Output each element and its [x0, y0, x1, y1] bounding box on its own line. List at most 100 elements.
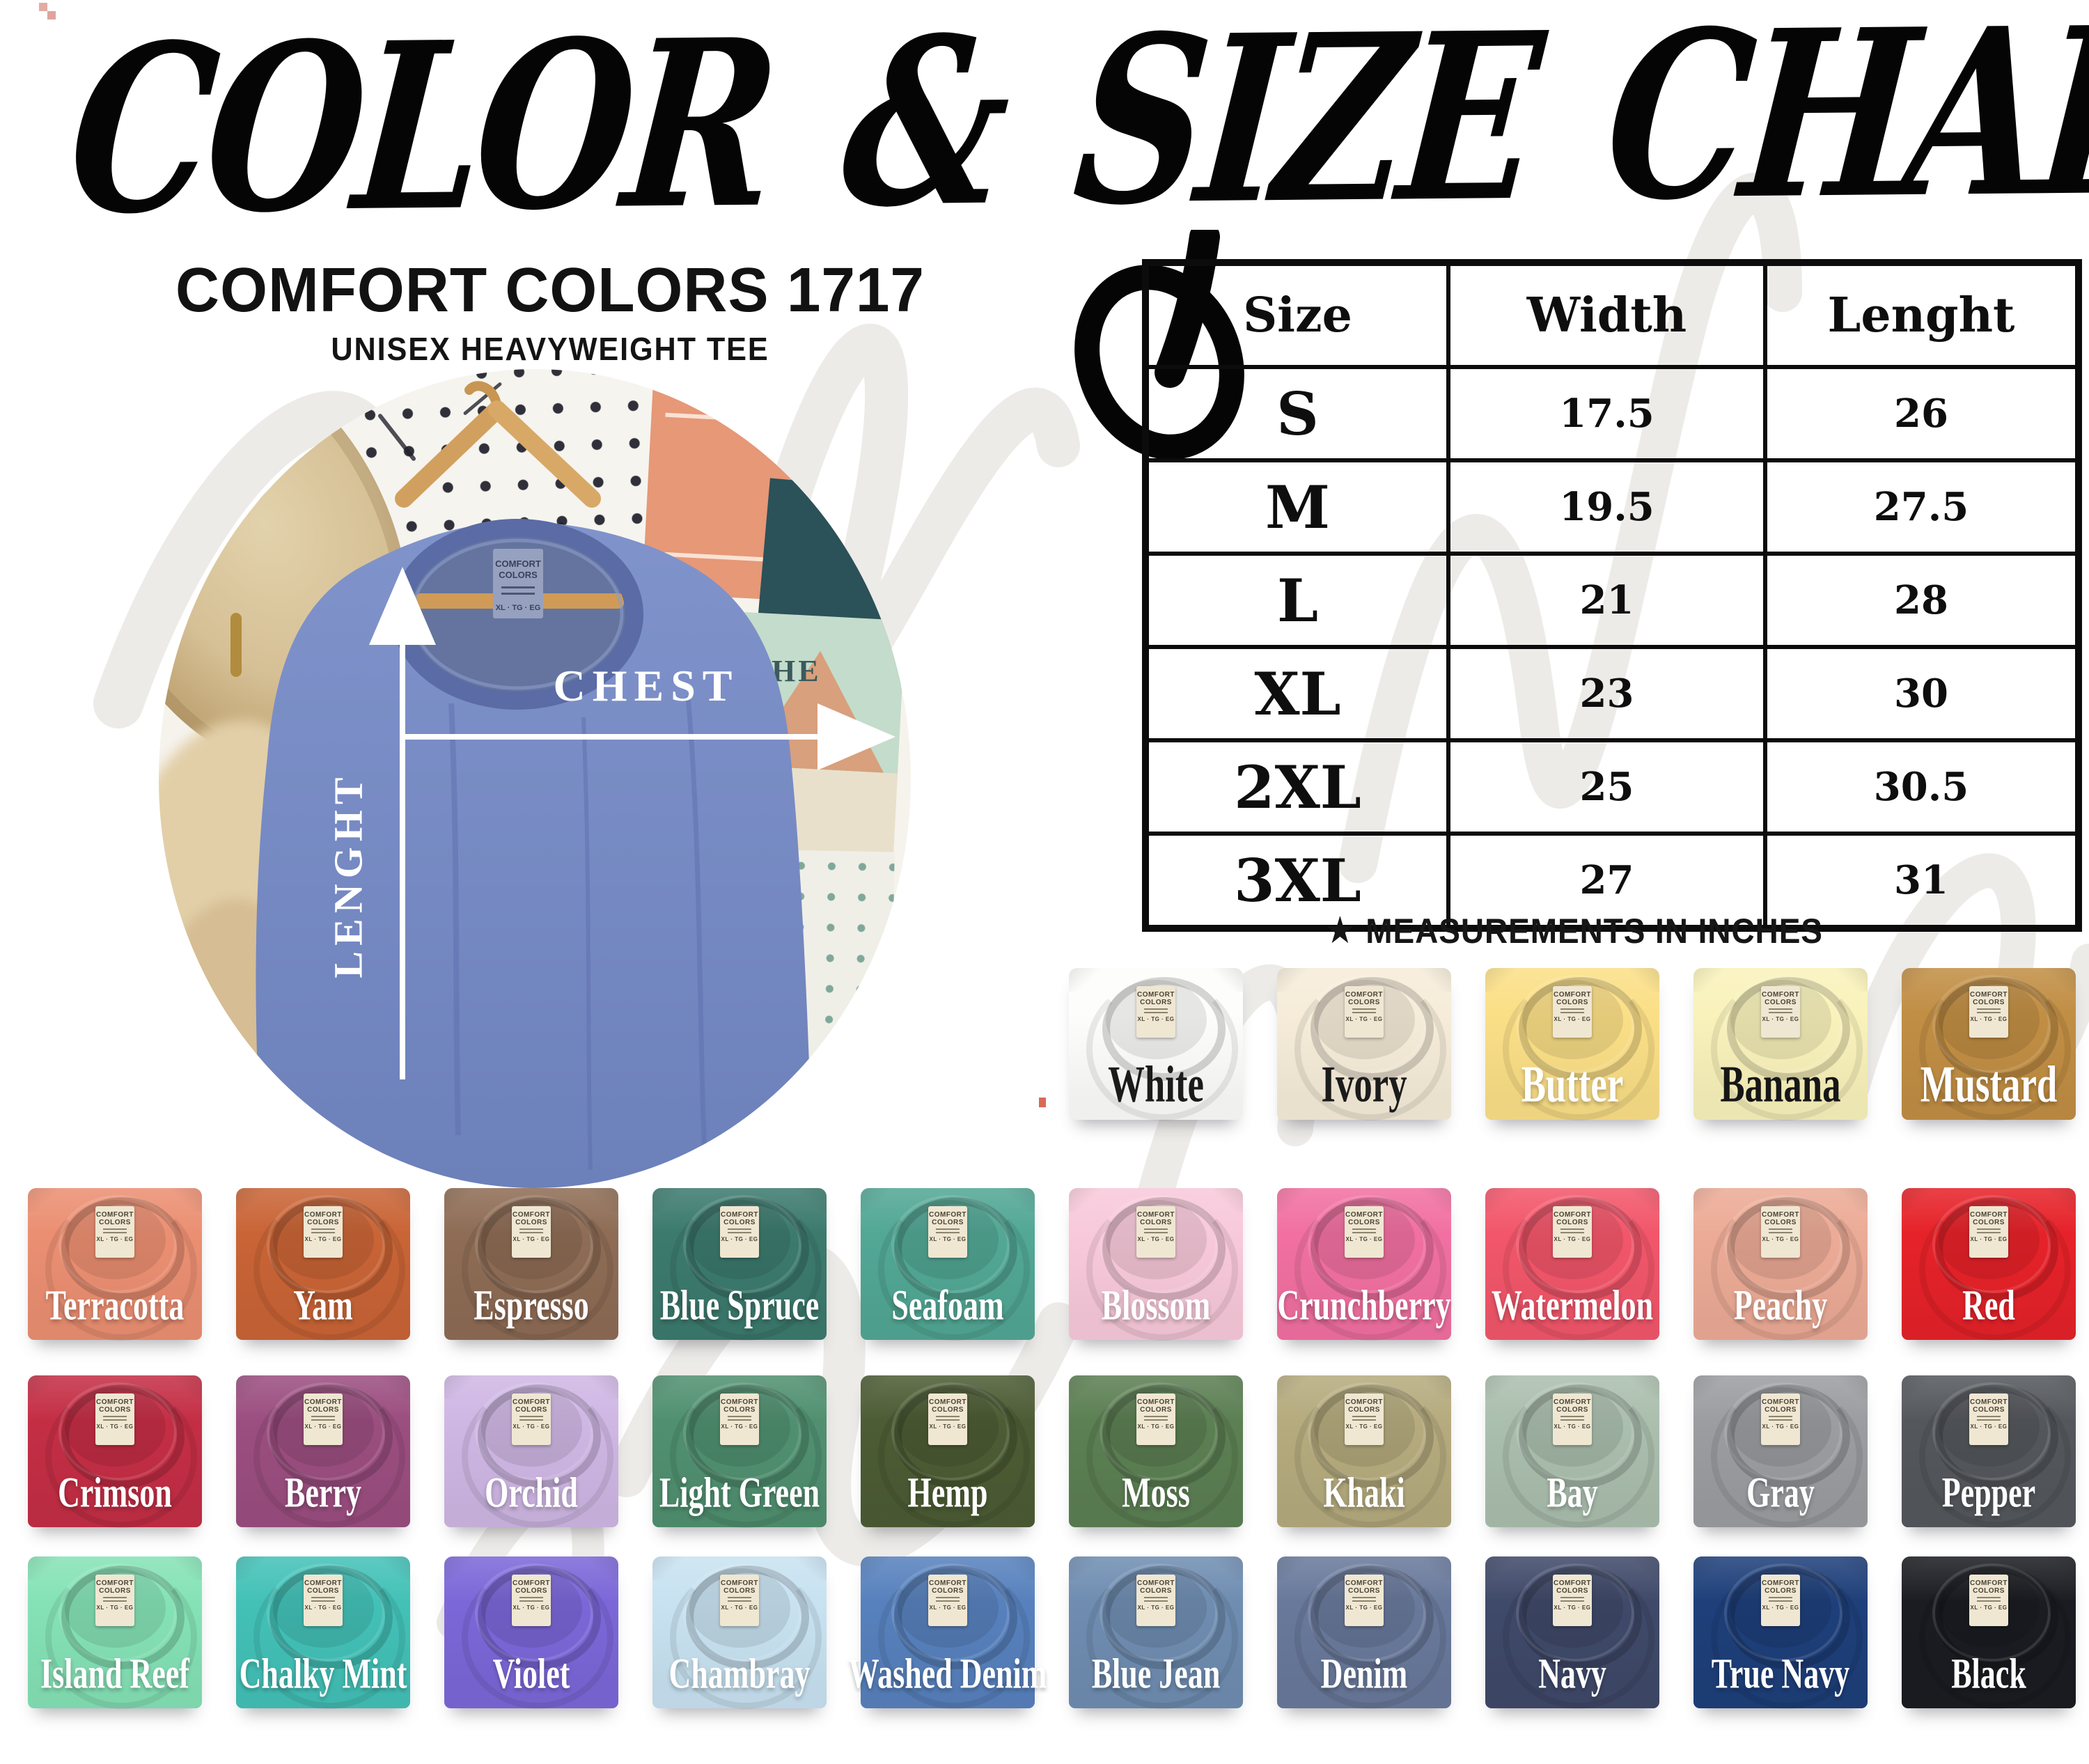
color-swatch: COMFORT COLORS XL · TG · EG Denim [1277, 1556, 1451, 1709]
color-name: Hemp [907, 1468, 988, 1517]
shirt-tag: COMFORT COLORS XL · TG · EG [1969, 986, 2008, 1038]
color-swatch: COMFORT COLORS XL · TG · EG Orchid [444, 1375, 618, 1528]
color-name: Seafoam [891, 1281, 1004, 1329]
shirt-tag: COMFORT COLORS XL · TG · EG [1345, 1575, 1384, 1627]
color-name: Denim [1320, 1649, 1408, 1698]
shirt-tag: COMFORT COLORS XL · TG · EG [1761, 1575, 1800, 1627]
size-cell: S [1143, 365, 1450, 462]
svg-text:XL · TG · EG: XL · TG · EG [496, 604, 541, 612]
shirt-tag: COMFORT COLORS XL · TG · EG [1553, 1575, 1592, 1627]
color-name: Blue Spruce [659, 1281, 820, 1329]
length-cell: 30.5 [1763, 738, 2081, 836]
size-table-row: XL 23 30 [1143, 645, 2081, 742]
color-swatch: COMFORT COLORS XL · TG · EG Violet [444, 1556, 618, 1709]
shirt-tag: COMFORT COLORS XL · TG · EG [1553, 986, 1592, 1038]
color-name: Orchid [485, 1468, 578, 1517]
color-name: Watermelon [1491, 1281, 1654, 1329]
shirt-tag: COMFORT COLORS XL · TG · EG [1761, 986, 1800, 1038]
color-swatch: COMFORT COLORS XL · TG · EG Blue Jean [1069, 1556, 1243, 1709]
shirt-tag: COMFORT COLORS XL · TG · EG [1969, 1206, 2008, 1258]
shirt-tag: COMFORT COLORS XL · TG · EG [1761, 1206, 1800, 1258]
color-swatch: COMFORT COLORS XL · TG · EG Watermelon [1485, 1188, 1659, 1341]
shirt-tag: COMFORT COLORS XL · TG · EG [1345, 986, 1384, 1038]
shirt-tag: COMFORT COLORS XL · TG · EG [928, 1206, 967, 1258]
size-table-header-row: Size Width Lenght [1143, 260, 2081, 369]
shirt-tag: COMFORT COLORS XL · TG · EG [512, 1575, 551, 1627]
shirt-tag: COMFORT COLORS XL · TG · EG [304, 1575, 343, 1627]
width-cell: 23 [1446, 645, 1767, 742]
shirt-tag: COMFORT COLORS XL · TG · EG [928, 1394, 967, 1446]
size-table: Size Width Lenght S 17.5 26 M 19.5 27.5 L 21 28 XL 2… [1142, 259, 2082, 932]
length-cell: 28 [1763, 552, 2081, 649]
width-cell: 25 [1446, 738, 1767, 836]
width-cell: 21 [1446, 552, 1767, 649]
color-name: Pepper [1941, 1468, 2036, 1517]
color-swatch: COMFORT COLORS XL · TG · EG Island Reef [28, 1556, 202, 1709]
artifact-mark [1039, 1098, 1046, 1107]
color-name: Blue Jean [1091, 1649, 1221, 1698]
color-swatch: COMFORT COLORS XL · TG · EG Bay [1485, 1375, 1659, 1528]
color-swatch: COMFORT COLORS XL · TG · EG Ivory [1277, 968, 1451, 1121]
color-swatch: COMFORT COLORS XL · TG · EG Blue Spruce [652, 1188, 827, 1341]
color-swatch: COMFORT COLORS XL · TG · EG Yam [236, 1188, 410, 1341]
color-swatch: COMFORT COLORS XL · TG · EG Gray [1693, 1375, 1868, 1528]
shirt-tag: COMFORT COLORS XL · TG · EG [95, 1575, 134, 1627]
color-name: Espresso [474, 1281, 589, 1329]
color-swatch: COMFORT COLORS XL · TG · EG Butter [1485, 968, 1659, 1121]
color-swatch: COMFORT COLORS XL · TG · EG Blossom [1069, 1188, 1243, 1341]
shirt-tag: COMFORT COLORS XL · TG · EG [720, 1394, 759, 1446]
chest-label: CHEST [553, 661, 740, 710]
size-table-header-cell: Size [1143, 260, 1450, 369]
color-swatch: COMFORT COLORS XL · TG · EG White [1069, 968, 1243, 1121]
shirt-tag: COMFORT COLORS XL · TG · EG [1136, 1394, 1175, 1446]
artifact-mark [39, 3, 47, 11]
color-swatch: COMFORT COLORS XL · TG · EG Espresso [444, 1188, 618, 1341]
product-subheading: UNISEX HEAVYWEIGHT TEE [331, 331, 769, 367]
shirt-tag: COMFORT COLORS XL · TG · EG [1553, 1206, 1592, 1258]
shirt-tag: COMFORT COLORS XL · TG · EG [720, 1575, 759, 1627]
size-table-header-cell: Lenght [1763, 260, 2081, 369]
size-table-header-cell: Width [1446, 260, 1767, 369]
color-swatch: COMFORT COLORS XL · TG · EG Hemp [861, 1375, 1035, 1528]
color-name: Terracotta [45, 1281, 185, 1329]
color-swatch: COMFORT COLORS XL · TG · EG Crimson [28, 1375, 202, 1528]
color-name: Red [1962, 1281, 2015, 1329]
color-name: Khaki [1323, 1468, 1405, 1517]
color-swatch: COMFORT COLORS XL · TG · EG Black [1902, 1556, 2076, 1709]
shirt-tag: COMFORT COLORS XL · TG · EG [1969, 1394, 2008, 1446]
length-cell: 30 [1763, 645, 2081, 742]
brass-hook [230, 613, 242, 677]
color-swatch: COMFORT COLORS XL · TG · EG Banana [1693, 968, 1868, 1121]
color-name: Navy [1538, 1649, 1606, 1698]
shirt-body [256, 522, 813, 1188]
hanging-shirt: COMFORT COLORS XL · TG · EG [256, 381, 813, 1188]
shirt-tag: COMFORT COLORS XL · TG · EG [1345, 1394, 1384, 1446]
shirt-tag: COMFORT COLORS XL · TG · EG [1345, 1206, 1384, 1258]
color-swatch: COMFORT COLORS XL · TG · EG Navy [1485, 1556, 1659, 1709]
size-cell: 3XL [1143, 832, 1450, 930]
size-table-row: S 17.5 26 [1143, 365, 2081, 462]
shirt-tag: COMFORT COLORS XL · TG · EG [1136, 986, 1175, 1038]
size-table-row: L 21 28 [1143, 552, 2081, 649]
color-name: True Navy [1711, 1649, 1850, 1698]
shirt-tag: COMFORT COLORS XL · TG · EG [1136, 1206, 1175, 1258]
color-swatch: COMFORT COLORS XL · TG · EG Light Green [652, 1375, 827, 1528]
color-swatch: COMFORT COLORS XL · TG · EG Moss [1069, 1375, 1243, 1528]
color-name: Butter [1521, 1056, 1624, 1114]
color-name: Mustard [1920, 1056, 2058, 1114]
size-cell: XL [1143, 645, 1450, 742]
page-title: COLOR & SIZE CHART [60, 0, 2089, 265]
size-table-row: 2XL 25 30.5 [1143, 738, 2081, 836]
length-cell: 26 [1763, 365, 2081, 462]
artifact-mark [47, 11, 56, 19]
width-cell: 17.5 [1446, 365, 1767, 462]
shirt-tag: COMFORT COLORS XL · TG · EG [512, 1206, 551, 1258]
measure-arrows [369, 567, 895, 1079]
size-table-row: M 19.5 27.5 [1143, 458, 2081, 556]
color-swatch: COMFORT COLORS XL · TG · EG Crunchberry [1277, 1188, 1451, 1341]
shirt-tag: COMFORT COLORS XL · TG · EG [95, 1394, 134, 1446]
color-swatch: COMFORT COLORS XL · TG · EG Washed Denim [849, 1556, 1047, 1709]
product-photo: HE [159, 369, 911, 1188]
color-swatch: COMFORT COLORS XL · TG · EG Chalky Mint [236, 1556, 410, 1709]
size-cell: 2XL [1143, 738, 1450, 836]
